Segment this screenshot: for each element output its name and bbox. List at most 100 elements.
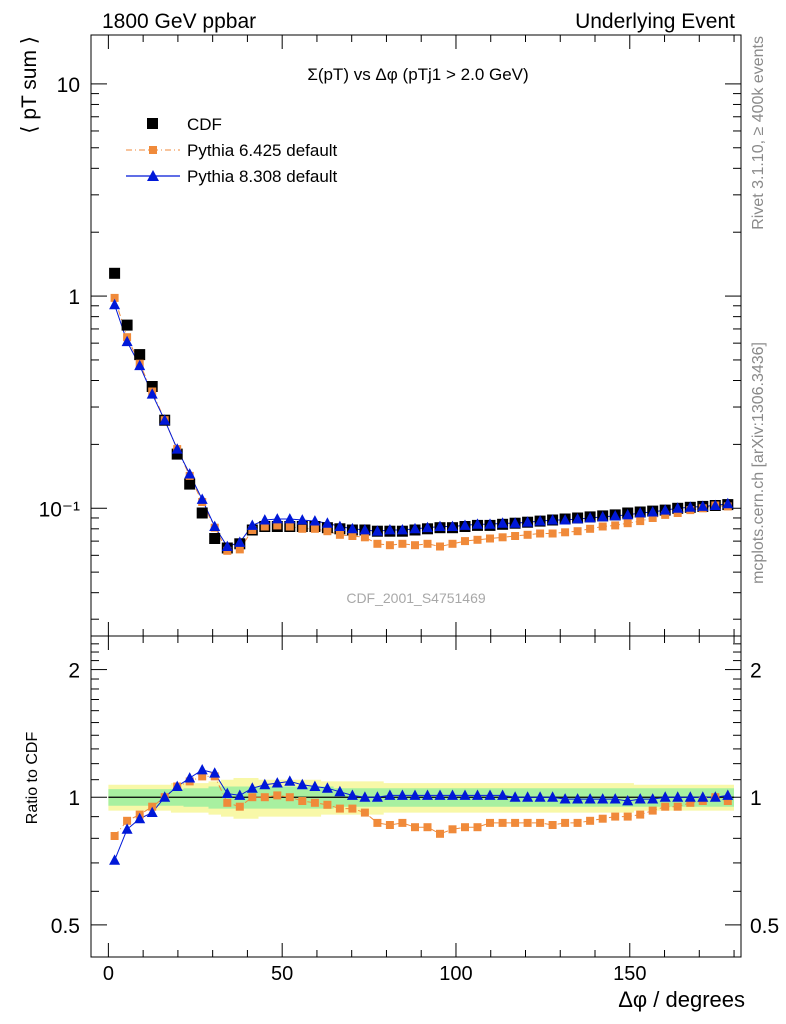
ratio-pythia6-point [436, 829, 444, 838]
legend-data-marker [147, 118, 158, 129]
pythia6-point [235, 545, 244, 554]
ratio-pythia8-point [321, 782, 333, 793]
pythia8-point [346, 522, 358, 534]
ratio-pythia6-point [248, 793, 257, 802]
pythia8-point [697, 500, 709, 511]
pythia6-point [661, 510, 670, 519]
pythia8-point [246, 519, 258, 530]
pythia6-point [598, 522, 607, 531]
ratio-pythia8-point [609, 793, 621, 804]
ratio-pythia6-point [448, 825, 457, 834]
pythia6-point [623, 519, 632, 528]
pythia6-point [486, 534, 494, 543]
ratio-pythia8-point [659, 791, 671, 802]
ratio-y-tick-label-right: 1 [750, 787, 762, 810]
pythia6-point [385, 541, 394, 550]
pythia8-point [684, 501, 696, 512]
legend-data-label: CDF [187, 115, 222, 134]
header-right: Underlying Event [575, 10, 735, 33]
pythia8-point [396, 524, 408, 535]
pythia8-point [309, 515, 321, 526]
ratio-pythia8-point [634, 793, 646, 804]
pythia8-point [659, 504, 671, 515]
ratio-pythia6-point [473, 823, 482, 832]
legend-pythia8-marker [147, 170, 159, 181]
pythia8-point [609, 510, 621, 521]
pythia6-point [273, 521, 282, 530]
pythia6-point [260, 522, 269, 531]
ratio-pythia6-point [235, 802, 244, 811]
ratio-pythia6-point [686, 798, 695, 807]
ratio-pythia8-point [146, 806, 158, 817]
pythia8-point [259, 514, 271, 525]
ratio-pythia6-point [611, 812, 620, 821]
pythia6-point [285, 522, 294, 531]
ratio-pythia8-point [271, 777, 283, 788]
ratio-pythia6-point [561, 818, 570, 827]
ratio-pythia6-point [223, 798, 232, 807]
pythia8-point [522, 516, 534, 527]
ratio-pythia8-point [159, 791, 171, 802]
ratio-pythia8-point [559, 793, 571, 804]
ratio-pythia8-point [572, 793, 584, 804]
ratio-pythia6-point [110, 832, 119, 840]
pythia6-point [523, 530, 532, 539]
ratio-pythia8-point [134, 812, 146, 824]
ratio-pythia8-point [722, 789, 734, 800]
pythia8-point [584, 512, 596, 523]
pythia8-point [547, 514, 559, 525]
pythia8-point [597, 511, 609, 522]
ratio-pythia6-point [198, 772, 207, 781]
ratio-pythia6-point [123, 816, 132, 825]
ratio-pythia6-point [511, 818, 520, 827]
pythia6-point [373, 539, 382, 548]
ratio-pythia8-point [547, 791, 559, 802]
ratio-y-axis-label: Ratio to CDF [24, 732, 41, 825]
pythia8-point [634, 507, 646, 518]
ratio-pythia8-point [359, 791, 371, 802]
pythia8-point [171, 443, 183, 454]
ratio-y-tick-label-right: 0.5 [750, 915, 779, 938]
ratio-pythia6-point [335, 804, 344, 813]
pythia8-point [359, 524, 371, 535]
pythia8-point [384, 524, 396, 535]
pythia6-point [310, 524, 319, 533]
ratio-pythia8-point [672, 791, 684, 802]
pythia8-point [559, 514, 571, 525]
pythia8-point [321, 517, 333, 528]
ratio-pythia8-point [296, 778, 308, 790]
ratio-pythia8-point [472, 789, 483, 800]
ratio-y-tick-label: 0.5 [51, 915, 80, 938]
pythia8-point [221, 540, 233, 551]
ratio-pythia8-point [234, 789, 246, 800]
pythia8-point [146, 388, 158, 399]
ratio-pythia8-point [434, 789, 446, 800]
legend-pythia8-label: Pythia 8.308 default [187, 167, 338, 186]
pythia8-point [234, 536, 246, 547]
x-axis-label: Δφ / degrees [618, 987, 745, 1012]
ratio-pythia6-point [411, 823, 419, 832]
ratio-pythia6-point [423, 823, 432, 832]
pythia6-point [398, 539, 407, 548]
ratio-pythia8-point [534, 791, 546, 802]
ratio-pythia8-point [259, 778, 271, 790]
pythia8-point [534, 515, 546, 526]
x-tick-label: 100 [439, 963, 472, 985]
pythia8-point [209, 520, 221, 531]
ratio-pythia6-point [673, 802, 682, 811]
cdf-data-point [209, 533, 221, 544]
ratio-pythia8-point [334, 785, 346, 797]
pythia6-point [636, 517, 645, 526]
pythia8-point [134, 359, 146, 371]
ratio-pythia8-point [284, 775, 296, 786]
ratio-pythia8-point [584, 793, 596, 804]
ratio-pythia8-point [384, 789, 396, 800]
ratio-pythia6-point [323, 800, 332, 809]
ratio-pythia8-point [647, 793, 659, 804]
pythia6-point [360, 533, 369, 542]
main-plot-title: Σ(pT) vs Δφ (pTj1 > 2.0 GeV) [307, 65, 528, 84]
ratio-pythia6-point [661, 802, 670, 811]
pythia8-point [459, 519, 471, 530]
ratio-pythia6-point [260, 793, 269, 802]
pythia6-point [586, 524, 595, 533]
